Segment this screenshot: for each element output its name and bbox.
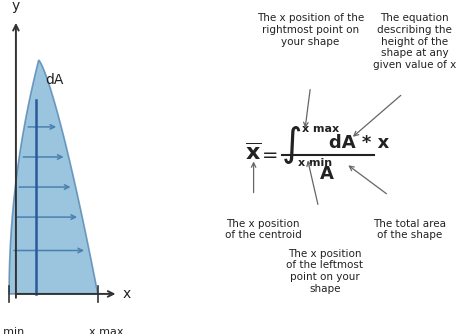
Text: y: y [12,0,20,13]
Text: x max: x max [89,327,123,334]
Text: $\int$: $\int$ [282,124,301,166]
Text: The equation
describing the
height of the
shape at any
given value of x: The equation describing the height of th… [373,13,456,70]
Text: dA * x: dA * x [329,134,390,152]
Text: dA: dA [46,73,64,87]
Text: The total area
of the shape: The total area of the shape [374,219,447,240]
Text: x min: x min [0,327,25,334]
Polygon shape [9,60,98,294]
Text: $\overline{\mathbf{x}}$: $\overline{\mathbf{x}}$ [246,143,262,164]
Text: $=$: $=$ [258,144,278,163]
Text: x: x [123,287,131,301]
Text: x max: x max [302,124,339,134]
Text: x min: x min [298,158,332,168]
Text: The x position of the
rightmost point on
your shape: The x position of the rightmost point on… [257,13,364,46]
Text: A: A [320,165,334,183]
Text: The x position
of the leftmost
point on your
shape: The x position of the leftmost point on … [286,249,363,294]
Text: The x position
of the centroid: The x position of the centroid [225,219,301,240]
